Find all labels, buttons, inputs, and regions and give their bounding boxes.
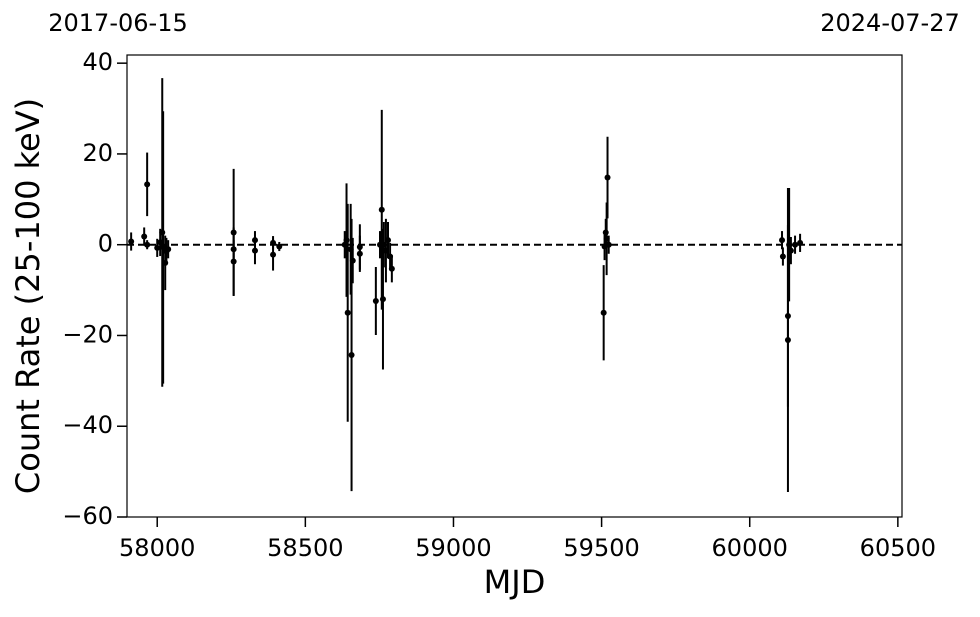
data-point bbox=[372, 297, 379, 304]
x-tick-label: 60500 bbox=[860, 534, 936, 562]
x-tick-label: 58500 bbox=[267, 534, 343, 562]
data-point bbox=[230, 258, 237, 265]
data-point bbox=[604, 174, 611, 181]
data-point bbox=[349, 257, 356, 264]
data-point bbox=[605, 241, 612, 248]
data-point bbox=[128, 238, 135, 245]
y-axis-label: Count Rate (25-100 keV) bbox=[9, 98, 47, 494]
data-point bbox=[251, 237, 258, 244]
data-point bbox=[779, 253, 786, 260]
data-point bbox=[144, 181, 151, 188]
x-tick-label: 59500 bbox=[563, 534, 639, 562]
data-point bbox=[379, 296, 386, 303]
data-point bbox=[792, 241, 799, 248]
data-point bbox=[784, 337, 791, 344]
data-point bbox=[787, 247, 794, 254]
data-point bbox=[270, 251, 277, 258]
x-axis-label: MJD bbox=[484, 563, 546, 601]
data-point bbox=[276, 243, 283, 250]
data-point bbox=[144, 241, 151, 248]
y-tick-label: 40 bbox=[82, 48, 113, 76]
y-tick-label: −20 bbox=[62, 320, 113, 348]
plot-frame bbox=[126, 54, 903, 518]
y-tick-label: −60 bbox=[62, 502, 113, 530]
data-point bbox=[779, 237, 786, 244]
data-point bbox=[344, 309, 351, 316]
data-point bbox=[600, 309, 607, 316]
data-point bbox=[165, 246, 172, 253]
data-point bbox=[270, 239, 277, 246]
date-annotation: 2024-07-27 bbox=[820, 9, 959, 37]
data-point bbox=[797, 239, 804, 246]
date-annotation: 2017-06-15 bbox=[48, 9, 187, 37]
data-point bbox=[378, 206, 385, 213]
data-point bbox=[141, 233, 148, 240]
data-point bbox=[348, 351, 355, 358]
data-point bbox=[384, 237, 391, 244]
data-point bbox=[388, 265, 395, 272]
data-point bbox=[251, 247, 258, 254]
y-tick-label: −40 bbox=[62, 411, 113, 439]
data-point bbox=[154, 244, 161, 251]
y-tick-label: 20 bbox=[82, 139, 113, 167]
x-tick-label: 60000 bbox=[712, 534, 788, 562]
x-tick-label: 59000 bbox=[415, 534, 491, 562]
y-tick-label: 0 bbox=[98, 230, 113, 258]
data-point bbox=[356, 250, 363, 257]
x-tick-label: 58000 bbox=[119, 534, 195, 562]
